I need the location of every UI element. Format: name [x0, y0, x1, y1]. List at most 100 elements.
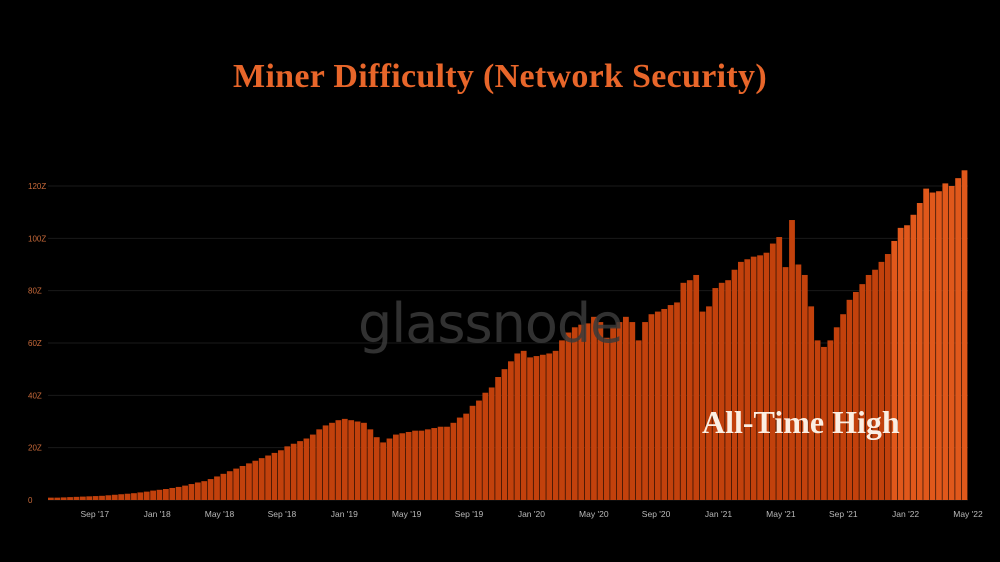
- difficulty-bar: [150, 490, 157, 500]
- difficulty-bar: [175, 486, 182, 500]
- x-tick-label: Jan '19: [331, 509, 358, 519]
- difficulty-bar: [463, 413, 470, 500]
- difficulty-bar: [380, 442, 387, 500]
- difficulty-bar: [393, 434, 399, 500]
- difficulty-bar: [386, 438, 393, 500]
- difficulty-bar: [527, 357, 533, 500]
- difficulty-bar: [226, 471, 233, 500]
- difficulty-bar: [431, 428, 438, 500]
- y-tick-label: 120Z: [28, 182, 46, 191]
- difficulty-bar: [265, 455, 272, 500]
- difficulty-bar: [763, 252, 770, 500]
- y-tick-label: 0: [28, 496, 33, 505]
- difficulty-bar: [597, 322, 604, 500]
- difficulty-bar: [354, 421, 361, 500]
- difficulty-bar: [808, 306, 815, 500]
- difficulty-bar: [86, 496, 93, 500]
- difficulty-bar: [399, 433, 406, 500]
- difficulty-bar: [329, 422, 335, 500]
- difficulty-bar: [163, 489, 169, 500]
- difficulty-bar: [635, 340, 642, 500]
- difficulty-bar: [418, 430, 425, 500]
- difficulty-bar: [143, 491, 150, 500]
- difficulty-bar: [795, 264, 802, 500]
- difficulty-bar: [450, 422, 457, 500]
- difficulty-bar: [552, 350, 559, 500]
- x-tick-label: Sep '21: [829, 509, 858, 519]
- difficulty-bar: [961, 170, 968, 501]
- difficulty-bar: [207, 479, 214, 500]
- x-tick-label: May '21: [766, 509, 796, 519]
- difficulty-bar: [891, 240, 898, 500]
- difficulty-bar: [571, 327, 578, 500]
- difficulty-bar: [846, 299, 853, 500]
- difficulty-bar: [508, 361, 514, 500]
- difficulty-bar: [469, 405, 476, 500]
- difficulty-bar: [769, 243, 776, 500]
- difficulty-bar: [290, 443, 297, 500]
- difficulty-bar: [316, 429, 323, 500]
- difficulty-bar: [297, 441, 303, 501]
- difficulty-bar: [693, 274, 700, 500]
- difficulty-bar: [686, 280, 693, 500]
- difficulty-bar: [916, 203, 923, 500]
- difficulty-bar: [239, 465, 246, 500]
- difficulty-bar: [444, 426, 450, 500]
- difficulty-bar: [603, 337, 610, 500]
- difficulty-bar: [99, 495, 105, 500]
- difficulty-bar: [405, 431, 412, 500]
- difficulty-bar: [111, 494, 118, 500]
- difficulty-bar: [661, 308, 668, 500]
- difficulty-bar: [680, 282, 687, 500]
- x-tick-label: Jan '20: [518, 509, 545, 519]
- bars: [48, 170, 968, 501]
- difficulty-bar: [533, 356, 540, 500]
- difficulty-bar: [539, 354, 546, 500]
- difficulty-bar: [137, 492, 144, 500]
- difficulty-bar: [182, 485, 188, 500]
- difficulty-bar: [105, 495, 112, 500]
- difficulty-bar: [546, 353, 553, 500]
- difficulty-bar: [623, 316, 629, 500]
- difficulty-bar: [642, 322, 648, 500]
- difficulty-bar: [156, 489, 163, 500]
- difficulty-bar: [67, 497, 73, 500]
- difficulty-bar: [674, 302, 680, 500]
- difficulty-bar: [629, 322, 636, 500]
- y-tick-label: 20Z: [28, 444, 42, 453]
- x-tick-label: Sep '20: [642, 509, 671, 519]
- difficulty-bar: [341, 418, 348, 500]
- difficulty-bar: [252, 460, 259, 500]
- difficulty-bar: [246, 463, 252, 500]
- difficulty-bar: [865, 274, 872, 500]
- difficulty-bar: [335, 420, 342, 500]
- y-tick-label: 100Z: [28, 234, 46, 243]
- difficulty-bar: [456, 417, 463, 500]
- x-tick-label: May '22: [953, 509, 983, 519]
- difficulty-bar: [699, 311, 706, 500]
- difficulty-bar: [48, 497, 54, 500]
- difficulty-bar: [833, 327, 840, 500]
- difficulty-bar: [942, 183, 949, 500]
- difficulty-bar: [725, 280, 732, 500]
- difficulty-bar: [54, 497, 61, 500]
- difficulty-bar: [801, 274, 808, 500]
- difficulty-bar: [591, 316, 597, 500]
- difficulty-bar: [827, 340, 834, 500]
- difficulty-bar: [501, 369, 508, 500]
- difficulty-bar: [884, 254, 891, 500]
- difficulty-bar: [904, 225, 910, 500]
- x-tick-label: Sep '19: [455, 509, 484, 519]
- difficulty-bar: [284, 446, 291, 500]
- difficulty-bar: [840, 314, 847, 500]
- difficulty-bar: [872, 269, 878, 500]
- difficulty-bar: [878, 261, 885, 500]
- x-tick-label: Sep '17: [81, 509, 110, 519]
- x-tick-label: Jan '21: [705, 509, 732, 519]
- difficulty-bar: [79, 496, 86, 500]
- difficulty-bar: [169, 487, 176, 500]
- x-tick-label: May '19: [392, 509, 422, 519]
- x-tick-label: May '20: [579, 509, 609, 519]
- difficulty-bar: [948, 186, 955, 500]
- difficulty-bar: [706, 306, 712, 500]
